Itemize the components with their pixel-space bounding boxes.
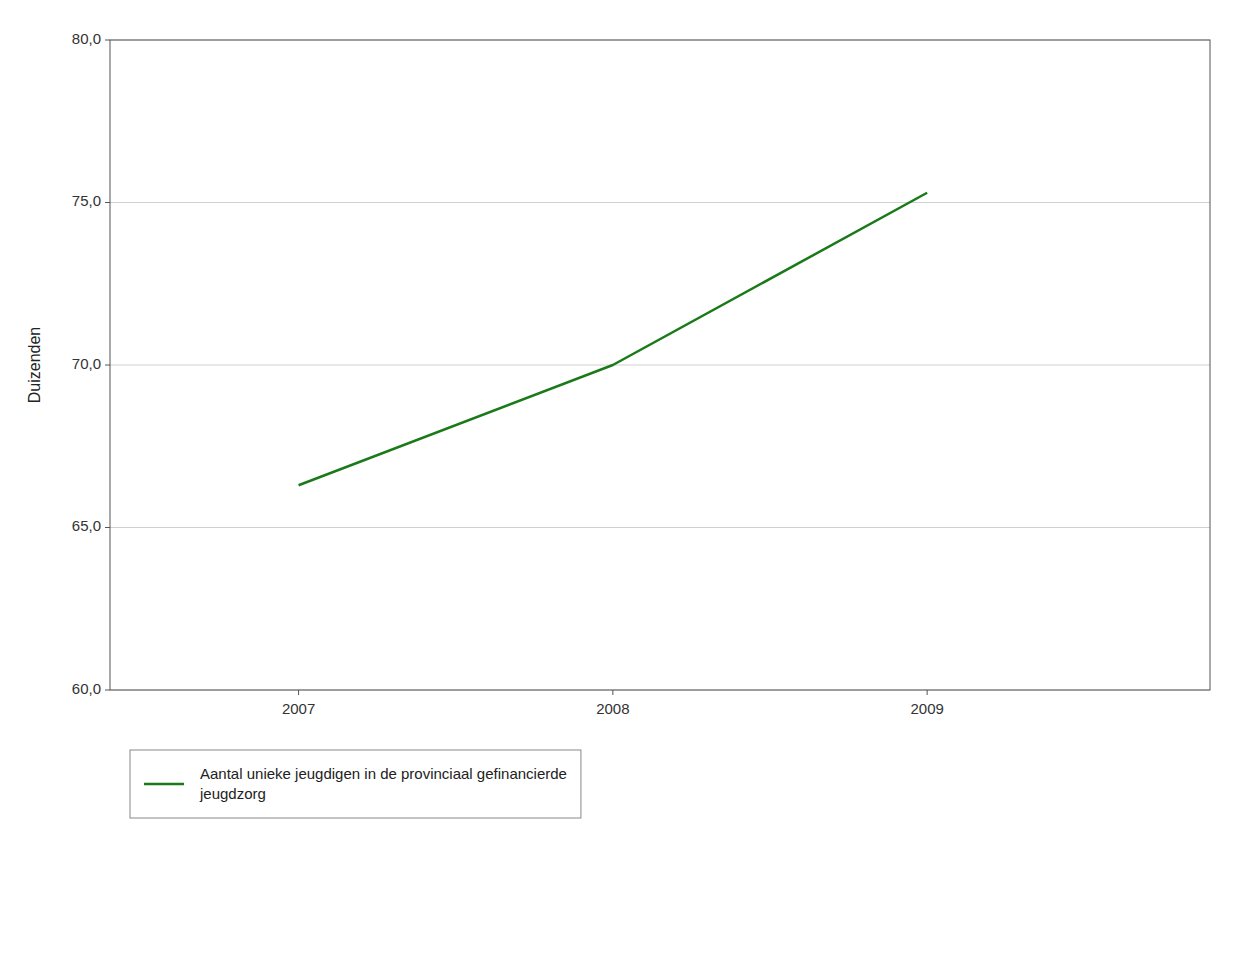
legend: Aantal unieke jeugdigen in de provinciaa…	[130, 750, 581, 818]
line	[299, 193, 928, 486]
y-tick	[105, 690, 110, 691]
y-tick-label: 65,0	[72, 517, 101, 534]
y-tick-label: 80,0	[72, 30, 101, 47]
x-tick-label: 2008	[596, 700, 629, 717]
y-tick	[105, 527, 110, 528]
x-axis: 2007 2008 2009	[282, 690, 944, 717]
grid-line	[110, 202, 1210, 203]
y-tick-label: 70,0	[72, 355, 101, 372]
y-axis-label: Duizenden	[26, 327, 43, 404]
legend-label: Aantal unieke jeugdigen in de provinciaa…	[199, 765, 567, 802]
legend-swatch	[144, 783, 184, 786]
x-tick	[298, 690, 299, 695]
y-tick	[105, 202, 110, 203]
y-tick	[105, 40, 110, 41]
x-tick-label: 2009	[910, 700, 943, 717]
y-tick	[105, 365, 110, 366]
data-layer	[299, 193, 928, 486]
plot-frame	[110, 40, 1210, 690]
y-tick-label: 75,0	[72, 192, 101, 209]
grid	[110, 40, 1210, 690]
y-tick-label: 60,0	[72, 680, 101, 697]
x-tick	[927, 690, 928, 695]
chart-svg: 60,0 65,0 70,0 75,0 80,0 2007 2008 2009 Duizende…	[0, 0, 1250, 968]
x-tick-label: 2007	[282, 700, 315, 717]
chart-container: 60,0 65,0 70,0 75,0 80,0 2007 2008 2009 Duizende…	[0, 0, 1250, 968]
grid-line	[110, 527, 1210, 528]
x-tick	[612, 690, 613, 695]
legend-box	[130, 750, 581, 818]
grid-line	[110, 365, 1210, 366]
y-axis: 60,0 65,0 70,0 75,0 80,0	[72, 30, 110, 697]
